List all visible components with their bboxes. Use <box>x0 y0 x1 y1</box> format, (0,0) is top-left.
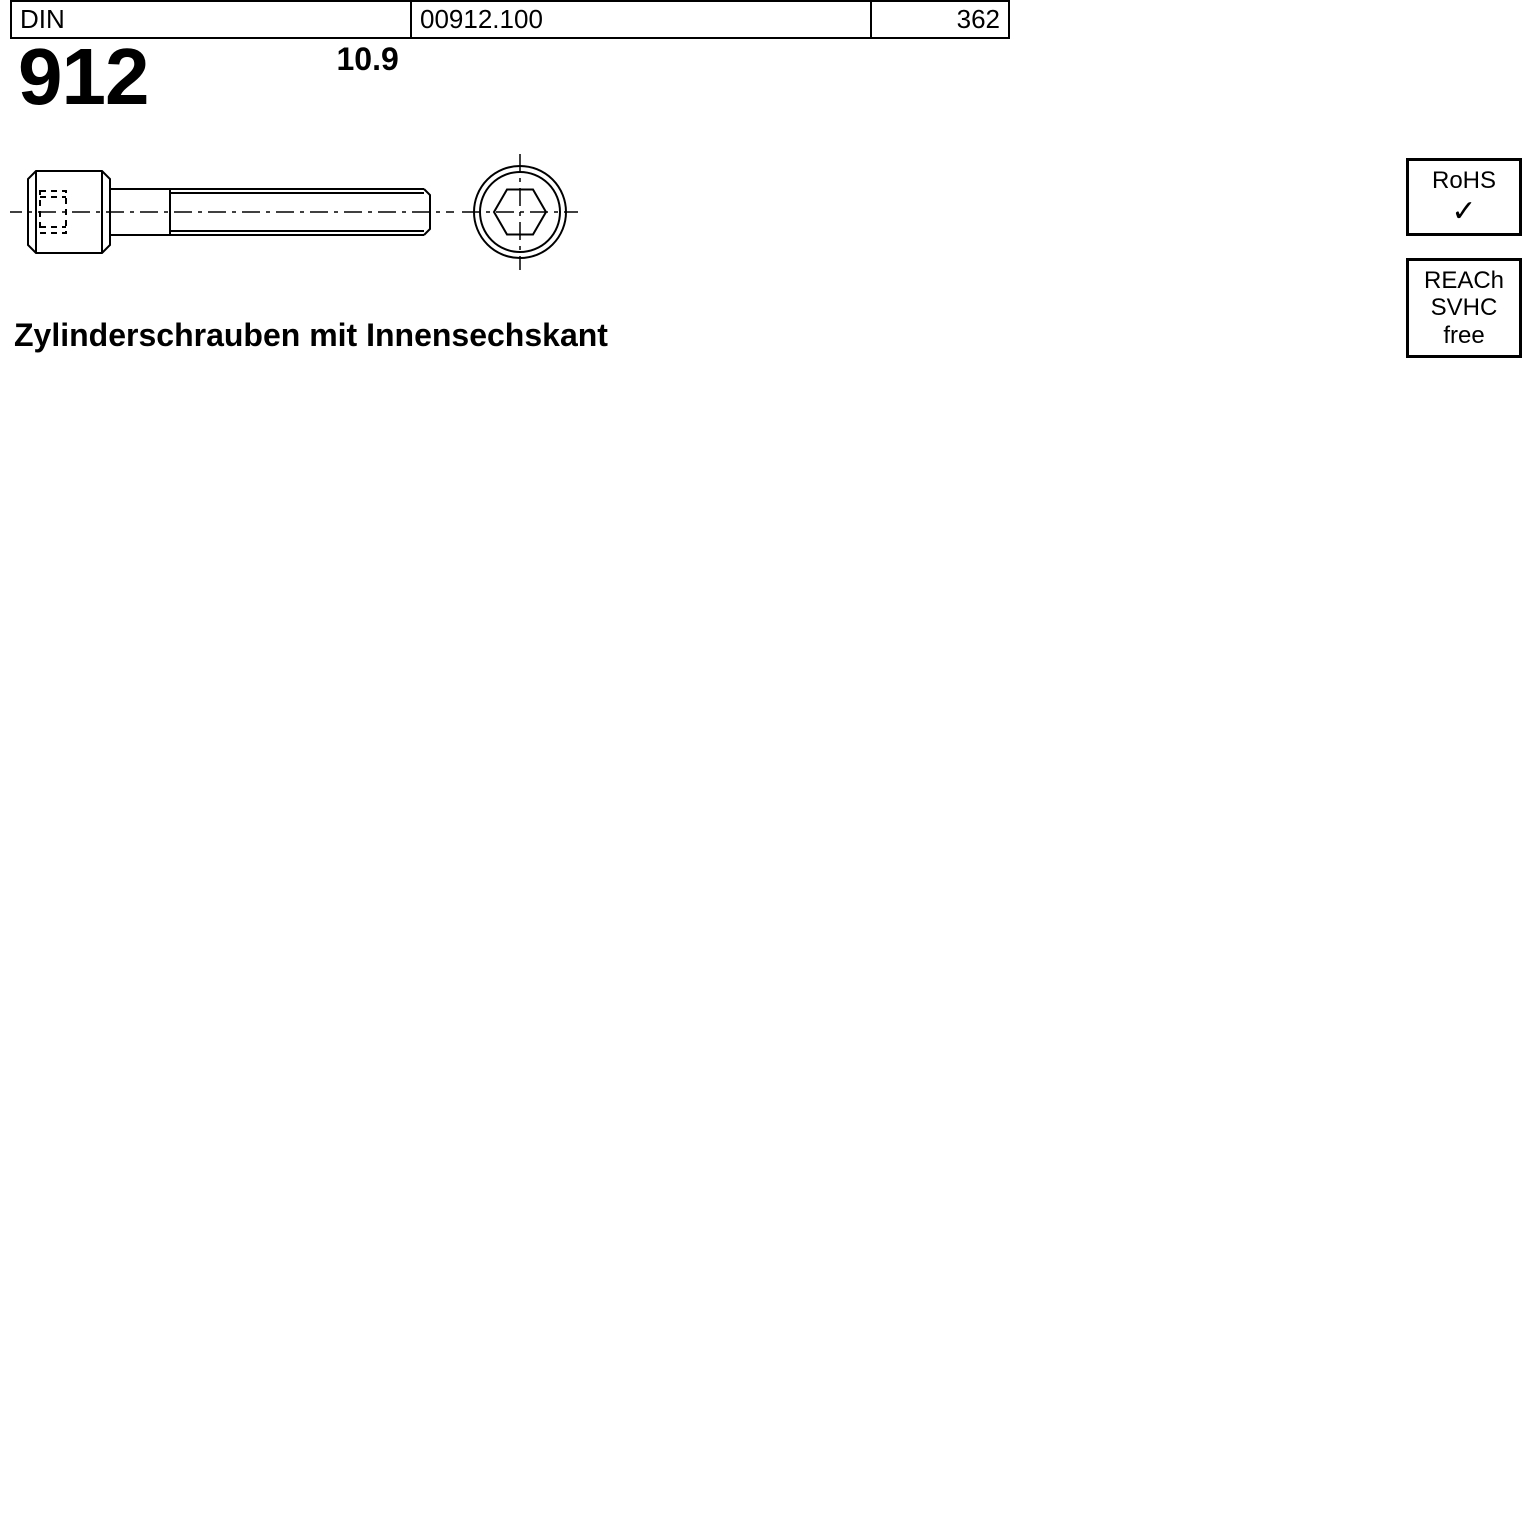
strength-grade: 10.9 <box>336 41 398 78</box>
check-icon: ✓ <box>1451 197 1476 227</box>
title-row: 912 10.9 <box>10 39 1010 117</box>
rohs-badge: RoHS ✓ <box>1406 158 1522 236</box>
bolt-svg <box>10 141 610 291</box>
reach-line3: free <box>1443 322 1484 350</box>
reach-badge: REACh SVHC free <box>1406 258 1522 359</box>
header-page: 362 <box>872 2 1010 37</box>
product-description: Zylinderschrauben mit Innensechskant <box>10 317 1010 354</box>
compliance-badges: RoHS ✓ REACh SVHC free <box>1406 158 1522 358</box>
reach-line1: REACh <box>1424 267 1504 295</box>
bolt-diagram <box>10 141 1010 311</box>
reach-line2: SVHC <box>1431 294 1498 322</box>
header-row: DIN 00912.100 362 <box>10 0 1010 39</box>
rohs-label: RoHS <box>1432 167 1496 195</box>
header-code: 00912.100 <box>412 2 872 37</box>
din-number: 912 <box>18 37 148 117</box>
